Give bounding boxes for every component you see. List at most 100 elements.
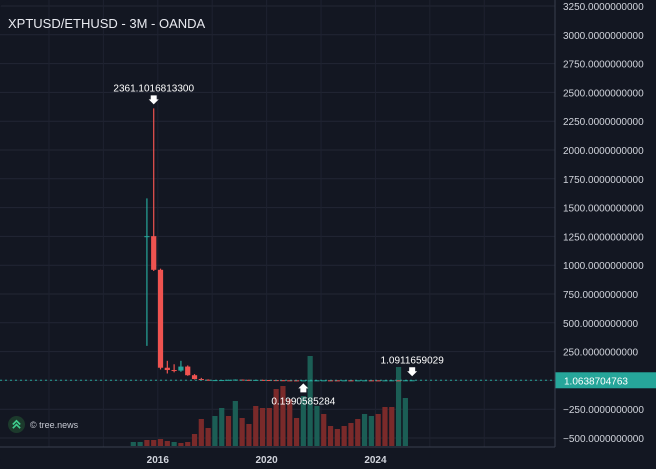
volume-bar bbox=[368, 416, 374, 446]
volume-bar bbox=[314, 406, 320, 446]
candle-body bbox=[307, 380, 313, 382]
recent-high-annotation-label: 1.0911659029 bbox=[381, 355, 445, 366]
volume-bar bbox=[375, 414, 381, 446]
candle-body bbox=[259, 379, 266, 381]
candle-body bbox=[198, 379, 204, 381]
volume-bar bbox=[327, 426, 334, 446]
candle-body bbox=[266, 380, 272, 382]
volume-bar bbox=[239, 418, 245, 446]
candle-body bbox=[225, 379, 232, 381]
volume-bar bbox=[287, 399, 293, 446]
candle-body bbox=[334, 380, 340, 382]
candle-body bbox=[293, 380, 300, 382]
candle-body bbox=[280, 380, 286, 382]
candle-body bbox=[361, 380, 368, 382]
candle-body bbox=[368, 380, 374, 382]
volume-bar bbox=[219, 408, 225, 446]
y-tick-label: −250.0000000000 bbox=[563, 405, 644, 416]
volume-bar bbox=[321, 414, 327, 446]
candle-body bbox=[205, 379, 211, 381]
volume-bar bbox=[144, 440, 150, 446]
x-tick-label: 2024 bbox=[364, 455, 387, 466]
candle-body bbox=[402, 380, 408, 382]
candle-body bbox=[178, 366, 184, 371]
volume-bar bbox=[382, 407, 388, 446]
candle-body bbox=[185, 366, 191, 376]
candle-body bbox=[191, 375, 198, 380]
volume-bar bbox=[198, 419, 204, 446]
y-tick-label: 1750.0000000000 bbox=[563, 175, 644, 186]
volume-bar bbox=[355, 419, 361, 446]
low-annotation-label: 0.1990585284 bbox=[271, 396, 335, 407]
volume-bar bbox=[300, 396, 306, 446]
candle-body bbox=[382, 380, 388, 382]
candle-body bbox=[171, 370, 177, 372]
candle-body bbox=[341, 380, 347, 382]
volume-bar bbox=[157, 439, 164, 446]
y-tick-label: 1250.0000000000 bbox=[563, 232, 644, 243]
volume-bar bbox=[361, 414, 368, 446]
volume-bar bbox=[246, 424, 252, 446]
volume-bar bbox=[185, 442, 191, 446]
y-tick-label: 2250.0000000000 bbox=[563, 117, 644, 128]
candle-body bbox=[151, 236, 157, 270]
watermark: © tree.news bbox=[8, 416, 78, 433]
y-tick-label: 3250.0000000000 bbox=[563, 2, 644, 13]
current-price-badge bbox=[555, 372, 656, 389]
down-arrow-icon bbox=[148, 95, 159, 105]
volume-bar bbox=[402, 398, 408, 446]
candle-body bbox=[314, 380, 320, 382]
volume-bar bbox=[253, 406, 259, 446]
volume-bar bbox=[137, 442, 143, 446]
candle-body bbox=[389, 380, 395, 382]
candle-body bbox=[212, 380, 218, 382]
candle-body bbox=[239, 379, 245, 381]
candle-body bbox=[157, 269, 164, 368]
candle-body bbox=[355, 380, 361, 382]
volume-bar bbox=[130, 442, 136, 446]
volume-bar bbox=[151, 440, 157, 446]
y-tick-label: 2750.0000000000 bbox=[563, 60, 644, 71]
y-tick-label: 750.0000000000 bbox=[563, 290, 639, 301]
candle-body bbox=[321, 380, 327, 382]
high-annotation-label: 2361.1016813300 bbox=[113, 83, 194, 94]
watermark-text: © tree.news bbox=[30, 419, 79, 430]
candle-body bbox=[327, 380, 334, 382]
tree-news-logo-icon bbox=[8, 416, 25, 433]
y-tick-label: 1500.0000000000 bbox=[563, 204, 644, 215]
volume-bar bbox=[205, 428, 211, 446]
up-arrow-icon bbox=[298, 383, 309, 393]
candle-body bbox=[300, 380, 306, 382]
volume-bar bbox=[232, 401, 238, 446]
y-tick-label: 1000.0000000000 bbox=[563, 261, 644, 272]
volume-bar bbox=[178, 443, 184, 446]
y-tick-label: 250.0000000000 bbox=[563, 348, 639, 359]
candle-body bbox=[409, 380, 415, 382]
volume-bar bbox=[212, 416, 218, 446]
candle-body bbox=[144, 236, 150, 238]
candle-body bbox=[395, 380, 402, 382]
volume-bar bbox=[225, 416, 232, 446]
volume-bar bbox=[389, 407, 395, 446]
y-tick-label: −500.0000000000 bbox=[563, 434, 644, 445]
volume-bar bbox=[341, 426, 347, 446]
x-tick-label: 2016 bbox=[147, 455, 170, 466]
volume-bar bbox=[266, 408, 272, 446]
volume-bar bbox=[259, 408, 266, 446]
volume-bar bbox=[334, 429, 340, 446]
y-tick-label: 3000.0000000000 bbox=[563, 31, 644, 42]
y-tick-label: 500.0000000000 bbox=[563, 319, 639, 330]
y-tick-label: 2000.0000000000 bbox=[563, 146, 644, 157]
candle-body bbox=[164, 367, 170, 371]
candle-body bbox=[287, 380, 293, 382]
chart-title: XPTUSD/ETHUSD - 3M - OANDA bbox=[8, 16, 206, 31]
volume-bar bbox=[164, 441, 170, 446]
volume-bar bbox=[273, 389, 279, 446]
candle-body bbox=[348, 380, 354, 382]
candle-body bbox=[246, 379, 252, 381]
volume-bar bbox=[307, 356, 313, 446]
volume-bar bbox=[171, 442, 177, 446]
candle-body bbox=[375, 380, 381, 382]
